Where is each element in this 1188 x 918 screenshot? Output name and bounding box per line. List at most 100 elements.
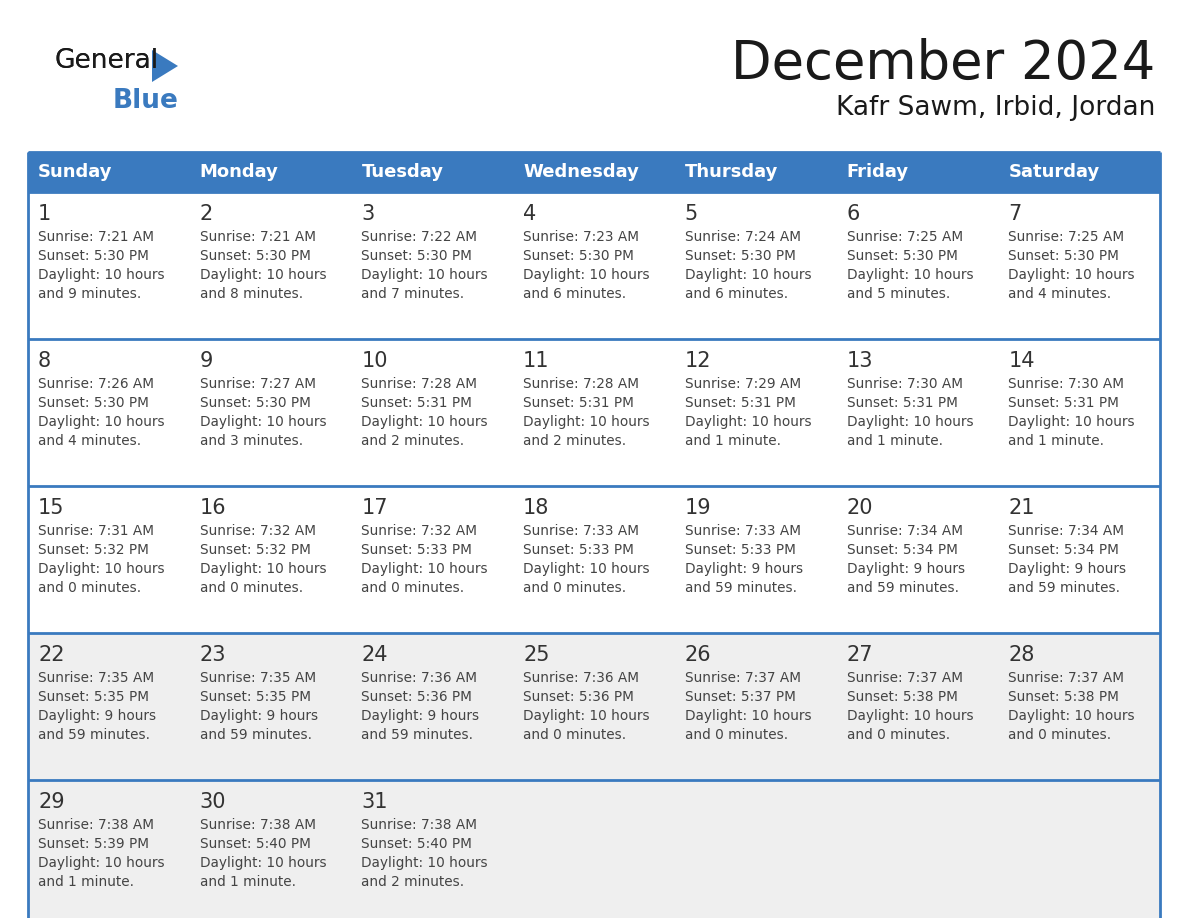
Text: Daylight: 10 hours: Daylight: 10 hours <box>200 415 327 429</box>
Text: General: General <box>55 48 159 74</box>
Text: 30: 30 <box>200 792 226 812</box>
Text: Sunrise: 7:30 AM: Sunrise: 7:30 AM <box>847 377 962 391</box>
Text: Sunrise: 7:22 AM: Sunrise: 7:22 AM <box>361 230 478 244</box>
Text: 10: 10 <box>361 351 388 371</box>
Text: 1: 1 <box>38 204 51 224</box>
Text: Daylight: 10 hours: Daylight: 10 hours <box>1009 268 1135 282</box>
Text: and 6 minutes.: and 6 minutes. <box>684 287 788 301</box>
Text: Daylight: 10 hours: Daylight: 10 hours <box>38 415 165 429</box>
Text: 9: 9 <box>200 351 213 371</box>
Bar <box>29 633 1159 780</box>
Text: Sunrise: 7:31 AM: Sunrise: 7:31 AM <box>38 524 154 538</box>
Text: Thursday: Thursday <box>684 163 778 181</box>
Text: Daylight: 10 hours: Daylight: 10 hours <box>847 415 973 429</box>
Text: Sunset: 5:36 PM: Sunset: 5:36 PM <box>361 690 473 704</box>
Text: 13: 13 <box>847 351 873 371</box>
Text: Sunday: Sunday <box>38 163 113 181</box>
Text: Sunrise: 7:34 AM: Sunrise: 7:34 AM <box>847 524 962 538</box>
Text: and 3 minutes.: and 3 minutes. <box>200 434 303 448</box>
Text: Kafr Sawm, Irbid, Jordan: Kafr Sawm, Irbid, Jordan <box>835 95 1155 121</box>
Text: and 59 minutes.: and 59 minutes. <box>38 728 150 742</box>
Text: Sunset: 5:35 PM: Sunset: 5:35 PM <box>38 690 148 704</box>
Text: Sunrise: 7:23 AM: Sunrise: 7:23 AM <box>523 230 639 244</box>
Text: Sunset: 5:34 PM: Sunset: 5:34 PM <box>1009 543 1119 557</box>
Text: Sunset: 5:31 PM: Sunset: 5:31 PM <box>523 396 634 410</box>
Text: Daylight: 9 hours: Daylight: 9 hours <box>200 709 318 723</box>
Text: and 0 minutes.: and 0 minutes. <box>684 728 788 742</box>
Text: Sunset: 5:33 PM: Sunset: 5:33 PM <box>684 543 796 557</box>
Text: and 1 minute.: and 1 minute. <box>847 434 942 448</box>
Text: and 8 minutes.: and 8 minutes. <box>200 287 303 301</box>
Text: and 0 minutes.: and 0 minutes. <box>38 581 141 595</box>
Text: Sunset: 5:30 PM: Sunset: 5:30 PM <box>361 249 473 263</box>
Text: Sunset: 5:34 PM: Sunset: 5:34 PM <box>847 543 958 557</box>
Text: 12: 12 <box>684 351 712 371</box>
Text: Daylight: 9 hours: Daylight: 9 hours <box>361 709 480 723</box>
Text: Daylight: 10 hours: Daylight: 10 hours <box>361 856 488 870</box>
Text: Daylight: 9 hours: Daylight: 9 hours <box>38 709 156 723</box>
Text: 19: 19 <box>684 498 712 518</box>
Text: Sunrise: 7:21 AM: Sunrise: 7:21 AM <box>38 230 154 244</box>
Text: Sunrise: 7:33 AM: Sunrise: 7:33 AM <box>684 524 801 538</box>
Text: Sunrise: 7:38 AM: Sunrise: 7:38 AM <box>38 818 154 832</box>
Text: Sunset: 5:30 PM: Sunset: 5:30 PM <box>523 249 634 263</box>
Bar <box>29 339 1159 486</box>
Text: Sunset: 5:30 PM: Sunset: 5:30 PM <box>200 249 310 263</box>
Text: Sunset: 5:32 PM: Sunset: 5:32 PM <box>200 543 310 557</box>
Text: 3: 3 <box>361 204 374 224</box>
Text: Sunset: 5:33 PM: Sunset: 5:33 PM <box>361 543 473 557</box>
Text: and 0 minutes.: and 0 minutes. <box>361 581 465 595</box>
Text: Daylight: 10 hours: Daylight: 10 hours <box>200 562 327 576</box>
Text: Sunrise: 7:36 AM: Sunrise: 7:36 AM <box>523 671 639 685</box>
Text: and 1 minute.: and 1 minute. <box>684 434 781 448</box>
Text: Daylight: 10 hours: Daylight: 10 hours <box>523 268 650 282</box>
Text: Sunset: 5:40 PM: Sunset: 5:40 PM <box>200 837 310 851</box>
Text: Sunrise: 7:36 AM: Sunrise: 7:36 AM <box>361 671 478 685</box>
Text: Sunrise: 7:27 AM: Sunrise: 7:27 AM <box>200 377 316 391</box>
Text: Daylight: 9 hours: Daylight: 9 hours <box>847 562 965 576</box>
Text: and 0 minutes.: and 0 minutes. <box>1009 728 1112 742</box>
Text: Sunset: 5:38 PM: Sunset: 5:38 PM <box>1009 690 1119 704</box>
Text: Sunrise: 7:37 AM: Sunrise: 7:37 AM <box>1009 671 1124 685</box>
Text: Daylight: 10 hours: Daylight: 10 hours <box>847 268 973 282</box>
Text: 11: 11 <box>523 351 550 371</box>
Text: Wednesday: Wednesday <box>523 163 639 181</box>
Text: Sunset: 5:37 PM: Sunset: 5:37 PM <box>684 690 796 704</box>
Text: Daylight: 10 hours: Daylight: 10 hours <box>1009 709 1135 723</box>
Text: Sunrise: 7:25 AM: Sunrise: 7:25 AM <box>1009 230 1124 244</box>
Text: and 2 minutes.: and 2 minutes. <box>523 434 626 448</box>
Text: 27: 27 <box>847 645 873 665</box>
Text: Sunrise: 7:32 AM: Sunrise: 7:32 AM <box>200 524 316 538</box>
Text: Daylight: 10 hours: Daylight: 10 hours <box>684 709 811 723</box>
Text: 24: 24 <box>361 645 388 665</box>
Text: 6: 6 <box>847 204 860 224</box>
Text: Saturday: Saturday <box>1009 163 1100 181</box>
Text: and 6 minutes.: and 6 minutes. <box>523 287 626 301</box>
Text: Sunset: 5:30 PM: Sunset: 5:30 PM <box>200 396 310 410</box>
Polygon shape <box>152 50 178 82</box>
Bar <box>29 152 1159 192</box>
Text: Sunrise: 7:37 AM: Sunrise: 7:37 AM <box>684 671 801 685</box>
Text: Sunrise: 7:35 AM: Sunrise: 7:35 AM <box>200 671 316 685</box>
Text: and 59 minutes.: and 59 minutes. <box>684 581 797 595</box>
Text: and 0 minutes.: and 0 minutes. <box>523 728 626 742</box>
Text: Sunrise: 7:24 AM: Sunrise: 7:24 AM <box>684 230 801 244</box>
Text: Daylight: 10 hours: Daylight: 10 hours <box>684 268 811 282</box>
Text: 22: 22 <box>38 645 64 665</box>
Text: 5: 5 <box>684 204 699 224</box>
Text: and 1 minute.: and 1 minute. <box>200 875 296 889</box>
Text: and 59 minutes.: and 59 minutes. <box>200 728 311 742</box>
Text: Daylight: 10 hours: Daylight: 10 hours <box>361 268 488 282</box>
Text: Sunrise: 7:28 AM: Sunrise: 7:28 AM <box>523 377 639 391</box>
Text: Sunset: 5:31 PM: Sunset: 5:31 PM <box>1009 396 1119 410</box>
Text: Daylight: 10 hours: Daylight: 10 hours <box>1009 415 1135 429</box>
Text: Sunrise: 7:34 AM: Sunrise: 7:34 AM <box>1009 524 1124 538</box>
Text: Sunrise: 7:29 AM: Sunrise: 7:29 AM <box>684 377 801 391</box>
Text: Daylight: 9 hours: Daylight: 9 hours <box>684 562 803 576</box>
Text: Daylight: 10 hours: Daylight: 10 hours <box>361 415 488 429</box>
Text: and 4 minutes.: and 4 minutes. <box>1009 287 1112 301</box>
Text: and 4 minutes.: and 4 minutes. <box>38 434 141 448</box>
Text: Sunset: 5:30 PM: Sunset: 5:30 PM <box>38 249 148 263</box>
Text: 28: 28 <box>1009 645 1035 665</box>
Text: and 0 minutes.: and 0 minutes. <box>200 581 303 595</box>
